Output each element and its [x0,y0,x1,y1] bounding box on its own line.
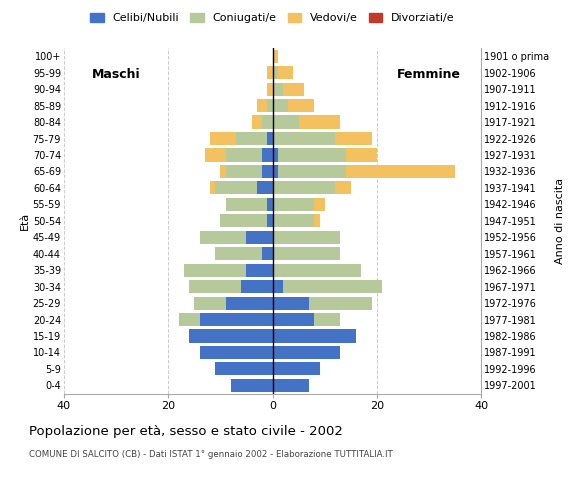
Bar [346,165,455,178]
Bar [273,49,278,63]
Bar [267,198,273,211]
Text: Femmine: Femmine [397,68,461,81]
Bar [262,247,273,260]
Bar [205,148,226,162]
Bar [267,66,273,79]
Bar [267,132,273,145]
Bar [262,148,273,162]
Bar [273,313,314,326]
Bar [215,181,257,194]
Bar [314,313,340,326]
Bar [257,99,267,112]
Bar [189,329,273,343]
Bar [278,66,293,79]
Text: Maschi: Maschi [92,68,140,81]
Bar [257,181,273,194]
Bar [252,116,262,129]
Bar [246,231,273,244]
Bar [236,132,267,145]
Bar [273,83,283,96]
Bar [226,165,262,178]
Bar [273,181,335,194]
Bar [314,198,325,211]
Bar [278,148,346,162]
Y-axis label: Età: Età [20,212,30,230]
Bar [194,297,226,310]
Bar [200,346,273,359]
Bar [226,148,262,162]
Bar [273,66,278,79]
Bar [273,379,309,392]
Bar [273,297,309,310]
Bar [273,362,320,375]
Bar [241,280,273,293]
Bar [283,83,304,96]
Bar [299,116,340,129]
Bar [210,181,215,194]
Bar [309,297,372,310]
Bar [215,362,273,375]
Bar [200,313,273,326]
Bar [267,83,273,96]
Bar [210,132,236,145]
Bar [314,214,320,228]
Bar [262,116,273,129]
Bar [273,346,340,359]
Bar [273,116,299,129]
Bar [273,99,288,112]
Bar [288,99,314,112]
Bar [273,198,314,211]
Bar [226,198,267,211]
Bar [273,247,340,260]
Bar [262,165,273,178]
Bar [273,148,278,162]
Bar [200,231,246,244]
Bar [273,132,335,145]
Bar [273,214,314,228]
Bar [220,214,267,228]
Bar [273,231,340,244]
Bar [179,313,200,326]
Bar [246,264,273,277]
Text: Popolazione per età, sesso e stato civile - 2002: Popolazione per età, sesso e stato civil… [29,425,343,438]
Bar [283,280,382,293]
Bar [184,264,246,277]
Bar [189,280,241,293]
Legend: Celibi/Nubili, Coniugati/e, Vedovi/e, Divorziati/e: Celibi/Nubili, Coniugati/e, Vedovi/e, Di… [90,13,455,23]
Bar [220,165,226,178]
Bar [231,379,273,392]
Bar [226,297,273,310]
Bar [335,132,372,145]
Text: COMUNE DI SALCITO (CB) - Dati ISTAT 1° gennaio 2002 - Elaborazione TUTTITALIA.IT: COMUNE DI SALCITO (CB) - Dati ISTAT 1° g… [29,450,393,459]
Bar [215,247,262,260]
Bar [278,165,346,178]
Bar [267,99,273,112]
Bar [267,214,273,228]
Bar [273,264,361,277]
Bar [335,181,351,194]
Y-axis label: Anno di nascita: Anno di nascita [555,178,565,264]
Bar [273,165,278,178]
Bar [273,329,356,343]
Bar [346,148,377,162]
Bar [273,280,283,293]
